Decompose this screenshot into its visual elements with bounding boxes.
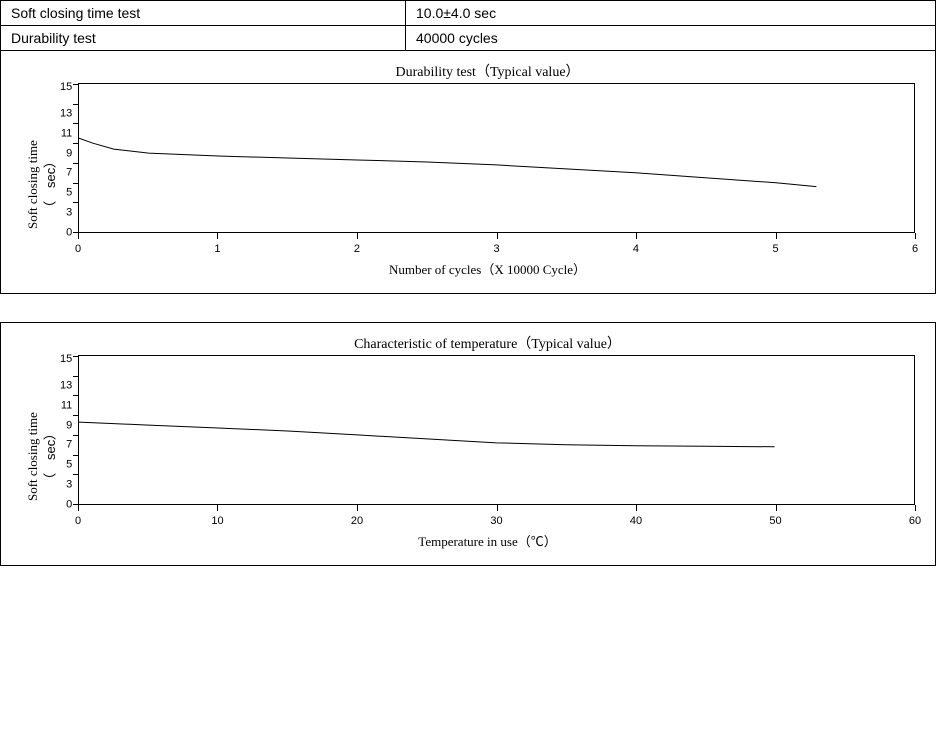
y-axis-label-main: Soft closing time [25,140,40,229]
x-axis-label: Temperature in use（℃） [60,531,915,550]
y-axis-label: Soft closing time （ sec） [21,333,60,550]
durability-chart-panel: Soft closing time （ sec） Durability test… [0,51,936,294]
line-plot [79,356,914,504]
spec-label: Durability test [1,26,406,51]
x-tick-labels: 0123456 [78,241,915,255]
y-axis-label-unit: （ sec） [43,427,58,486]
spec-table: Soft closing time test 10.0±4.0 sec Dura… [0,0,936,51]
y-axis-label-main: Soft closing time [25,412,40,501]
y-axis-label: Soft closing time （ sec） [21,61,60,278]
chart-title: Durability test（Typical value） [60,61,915,81]
spec-label: Soft closing time test [1,1,406,26]
plot-area [78,355,915,505]
x-tick-marks [78,233,915,241]
temperature-chart-panel: Soft closing time （ sec） Characteristic … [0,322,936,566]
table-row: Soft closing time test 10.0±4.0 sec [1,1,936,26]
spec-value: 40000 cycles [406,26,936,51]
x-axis-label: Number of cycles（X 10000 Cycle） [60,259,915,278]
y-axis-label-unit: （ sec） [43,155,58,214]
spec-value: 10.0±4.0 sec [406,1,936,26]
chart-title: Characteristic of temperature（Typical va… [60,333,915,353]
x-tick-labels: 0102030405060 [78,513,915,527]
x-tick-marks [78,505,915,513]
table-row: Durability test 40000 cycles [1,26,936,51]
plot-area [78,83,915,233]
line-plot [79,84,914,232]
